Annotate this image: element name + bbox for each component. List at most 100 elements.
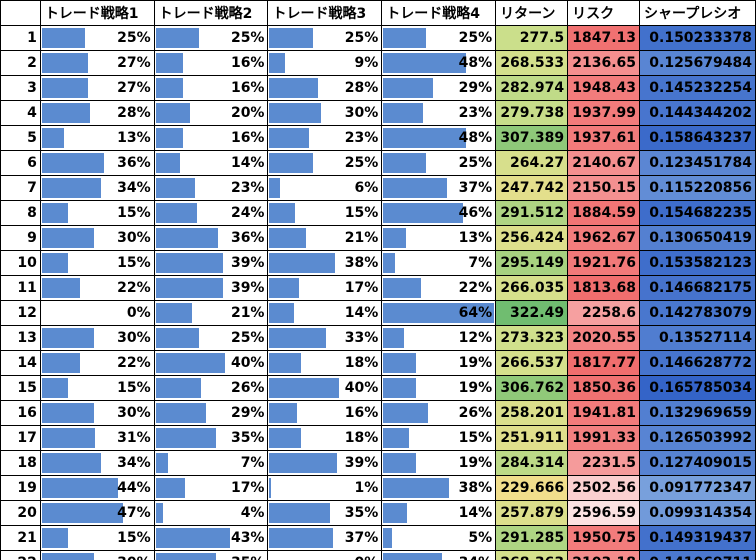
return-cell[interactable]: 277.5 <box>495 25 569 51</box>
strategy-1-cell[interactable]: 28% <box>39 100 155 126</box>
return-cell[interactable]: 266.537 <box>495 350 569 376</box>
sharpe-cell[interactable]: 0.153582123 <box>639 250 756 276</box>
risk-cell[interactable]: 1991.33 <box>567 425 641 451</box>
row-number[interactable]: 12 <box>0 300 41 326</box>
strategy-4-cell[interactable]: 46% <box>381 200 497 226</box>
strategy-4-cell[interactable]: 34% <box>381 550 497 560</box>
risk-cell[interactable]: 2596.59 <box>567 500 641 526</box>
risk-cell[interactable]: 2103.18 <box>567 550 641 560</box>
strategy-4-cell[interactable]: 5% <box>381 525 497 551</box>
strategy-4-cell[interactable]: 19% <box>381 350 497 376</box>
risk-cell[interactable]: 1884.59 <box>567 200 641 226</box>
return-cell[interactable]: 322.49 <box>495 300 569 326</box>
row-number[interactable]: 16 <box>0 400 41 426</box>
strategy-2-cell[interactable]: 16% <box>153 75 269 101</box>
strategy-2-cell[interactable]: 20% <box>153 100 269 126</box>
strategy-1-cell[interactable]: 15% <box>39 525 155 551</box>
strategy-4-cell[interactable]: 22% <box>381 275 497 301</box>
risk-cell[interactable]: 2140.67 <box>567 150 641 176</box>
strategy-2-cell[interactable]: 7% <box>153 450 269 476</box>
risk-cell[interactable]: 1850.36 <box>567 375 641 401</box>
row-number[interactable]: 11 <box>0 275 41 301</box>
strategy-4-cell[interactable]: 23% <box>381 100 497 126</box>
sharpe-cell[interactable]: 0.145232254 <box>639 75 756 101</box>
strategy-3-cell[interactable]: 37% <box>267 525 383 551</box>
strategy-3-cell[interactable]: 30% <box>267 100 383 126</box>
strategy-1-cell[interactable]: 13% <box>39 125 155 151</box>
return-cell[interactable]: 307.389 <box>495 125 569 151</box>
row-number[interactable]: 8 <box>0 200 41 226</box>
row-number[interactable]: 20 <box>0 500 41 526</box>
row-number[interactable]: 4 <box>0 100 41 126</box>
strategy-4-cell[interactable]: 14% <box>381 500 497 526</box>
row-number[interactable]: 14 <box>0 350 41 376</box>
return-cell[interactable]: 273.323 <box>495 325 569 351</box>
strategy-2-cell[interactable]: 14% <box>153 150 269 176</box>
strategy-3-cell[interactable]: 33% <box>267 325 383 351</box>
sharpe-cell[interactable]: 0.127409015 <box>639 450 756 476</box>
row-number[interactable]: 5 <box>0 125 41 151</box>
strategy-2-cell[interactable]: 16% <box>153 50 269 76</box>
strategy-4-cell[interactable]: 48% <box>381 125 497 151</box>
return-cell[interactable]: 268.363 <box>495 550 569 560</box>
strategy-2-cell[interactable]: 16% <box>153 125 269 151</box>
return-cell[interactable]: 229.666 <box>495 475 569 501</box>
row-number[interactable]: 17 <box>0 425 41 451</box>
strategy-3-cell[interactable]: 1% <box>267 475 383 501</box>
strategy-2-cell[interactable]: 36% <box>153 225 269 251</box>
sharpe-cell[interactable]: 0.123451784 <box>639 150 756 176</box>
strategy-3-cell[interactable]: 18% <box>267 425 383 451</box>
strategy-1-cell[interactable]: 22% <box>39 275 155 301</box>
row-number[interactable]: 1 <box>0 25 41 51</box>
strategy-1-cell[interactable]: 27% <box>39 50 155 76</box>
row-number[interactable]: 18 <box>0 450 41 476</box>
strategy-4-cell[interactable]: 25% <box>381 25 497 51</box>
header-return[interactable]: リターン <box>495 0 569 26</box>
sharpe-cell[interactable]: 0.158643237 <box>639 125 756 151</box>
sharpe-cell[interactable]: 0.142783079 <box>639 300 756 326</box>
strategy-4-cell[interactable]: 38% <box>381 475 497 501</box>
strategy-2-cell[interactable]: 35% <box>153 550 269 560</box>
strategy-4-cell[interactable]: 15% <box>381 425 497 451</box>
sharpe-cell[interactable]: 0.146682175 <box>639 275 756 301</box>
strategy-1-cell[interactable]: 15% <box>39 200 155 226</box>
sharpe-cell[interactable]: 0.150233378 <box>639 25 756 51</box>
risk-cell[interactable]: 1950.75 <box>567 525 641 551</box>
sharpe-cell[interactable]: 0.13527114 <box>639 325 756 351</box>
header-strategy-4[interactable]: トレード戦略4 <box>381 0 497 26</box>
sharpe-cell[interactable]: 0.099314354 <box>639 500 756 526</box>
return-cell[interactable]: 256.424 <box>495 225 569 251</box>
strategy-4-cell[interactable]: 26% <box>381 400 497 426</box>
strategy-1-cell[interactable]: 36% <box>39 150 155 176</box>
return-cell[interactable]: 284.314 <box>495 450 569 476</box>
strategy-3-cell[interactable]: 35% <box>267 500 383 526</box>
strategy-3-cell[interactable]: 15% <box>267 200 383 226</box>
strategy-4-cell[interactable]: 25% <box>381 150 497 176</box>
header-sharpe[interactable]: シャープレシオ <box>639 0 756 26</box>
risk-cell[interactable]: 1948.43 <box>567 75 641 101</box>
strategy-2-cell[interactable]: 23% <box>153 175 269 201</box>
row-number[interactable]: 3 <box>0 75 41 101</box>
return-cell[interactable]: 306.762 <box>495 375 569 401</box>
strategy-1-cell[interactable]: 34% <box>39 450 155 476</box>
return-cell[interactable]: 268.533 <box>495 50 569 76</box>
risk-cell[interactable]: 2231.5 <box>567 450 641 476</box>
return-cell[interactable]: 257.879 <box>495 500 569 526</box>
header-corner[interactable] <box>0 0 41 26</box>
header-strategy-3[interactable]: トレード戦略3 <box>267 0 383 26</box>
sharpe-cell[interactable]: 0.130650419 <box>639 225 756 251</box>
strategy-4-cell[interactable]: 19% <box>381 375 497 401</box>
return-cell[interactable]: 295.149 <box>495 250 569 276</box>
header-strategy-1[interactable]: トレード戦略1 <box>39 0 155 26</box>
row-number[interactable]: 22 <box>0 550 41 560</box>
strategy-3-cell[interactable]: 28% <box>267 75 383 101</box>
strategy-4-cell[interactable]: 29% <box>381 75 497 101</box>
strategy-1-cell[interactable]: 47% <box>39 500 155 526</box>
return-cell[interactable]: 258.201 <box>495 400 569 426</box>
strategy-1-cell[interactable]: 34% <box>39 175 155 201</box>
strategy-2-cell[interactable]: 17% <box>153 475 269 501</box>
strategy-1-cell[interactable]: 30% <box>39 550 155 560</box>
row-number[interactable]: 7 <box>0 175 41 201</box>
risk-cell[interactable]: 2502.56 <box>567 475 641 501</box>
risk-cell[interactable]: 1813.68 <box>567 275 641 301</box>
